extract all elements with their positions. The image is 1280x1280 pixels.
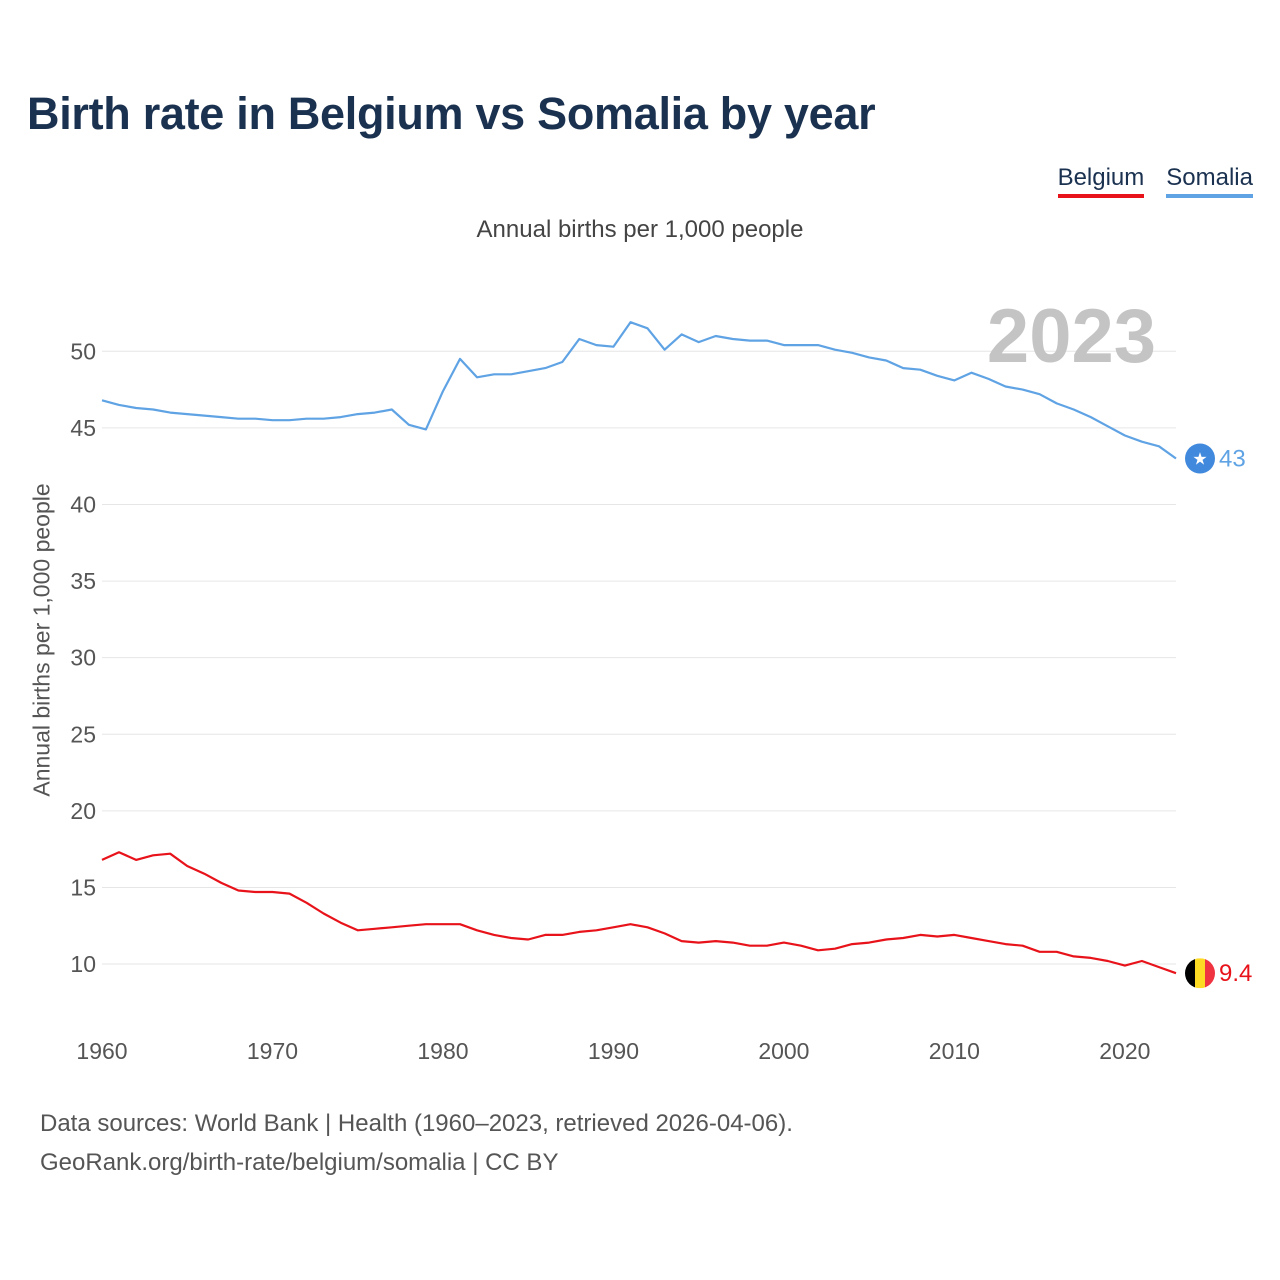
footer: Data sources: World Bank | Health (1960–… bbox=[40, 1104, 793, 1182]
somalia-flag-icon: ★ bbox=[1185, 443, 1215, 474]
y-tick-label-25: 25 bbox=[70, 721, 96, 747]
legend: Belgium Somalia bbox=[1057, 164, 1253, 198]
gridlines bbox=[102, 350, 1176, 965]
svg-text:★: ★ bbox=[1192, 450, 1207, 470]
y-tick-label-30: 30 bbox=[70, 645, 96, 671]
y-tick-label-35: 35 bbox=[70, 568, 96, 594]
y-tick-label-15: 15 bbox=[70, 874, 96, 900]
series-line-somalia bbox=[101, 321, 1177, 460]
chart-subtitle: Annual births per 1,000 people bbox=[476, 216, 804, 243]
legend-item-somalia[interactable]: Somalia bbox=[1166, 164, 1253, 198]
end-label-somalia: 43 bbox=[1219, 446, 1246, 473]
x-axis-ticks: 1960 1970 1980 1990 2000 2010 2020 bbox=[76, 1038, 1150, 1064]
source-url-text: GeoRank.org/birth-rate/belgium/somalia |… bbox=[40, 1149, 559, 1176]
y-axis-ticks: 10 15 20 25 30 35 40 45 50 bbox=[70, 338, 96, 977]
x-tick-label-1960: 1960 bbox=[76, 1038, 127, 1064]
y-tick-label-10: 10 bbox=[70, 951, 96, 977]
y-tick-label-40: 40 bbox=[70, 491, 96, 517]
end-label-belgium: 9.4 bbox=[1219, 960, 1252, 987]
x-tick-label-2020: 2020 bbox=[1099, 1038, 1150, 1064]
end-markers: ★ 43 9.4 bbox=[1185, 443, 1252, 989]
series-lines bbox=[101, 321, 1177, 975]
legend-item-belgium[interactable]: Belgium bbox=[1057, 164, 1145, 198]
y-tick-label-20: 20 bbox=[70, 798, 96, 824]
year-watermark: 2023 bbox=[987, 294, 1156, 379]
x-tick-label-1990: 1990 bbox=[588, 1038, 639, 1064]
series-line-belgium bbox=[101, 851, 1177, 975]
belgium-flag-icon bbox=[1185, 958, 1215, 989]
x-tick-label-1970: 1970 bbox=[247, 1038, 298, 1064]
x-tick-label-1980: 1980 bbox=[417, 1038, 468, 1064]
page-title: Birth rate in Belgium vs Somalia by year bbox=[27, 88, 876, 139]
x-tick-label-2000: 2000 bbox=[758, 1038, 809, 1064]
y-tick-label-50: 50 bbox=[70, 338, 96, 364]
data-source-text: Data sources: World Bank | Health (1960–… bbox=[40, 1110, 793, 1137]
x-tick-label-2010: 2010 bbox=[929, 1038, 980, 1064]
y-tick-label-45: 45 bbox=[70, 415, 96, 441]
